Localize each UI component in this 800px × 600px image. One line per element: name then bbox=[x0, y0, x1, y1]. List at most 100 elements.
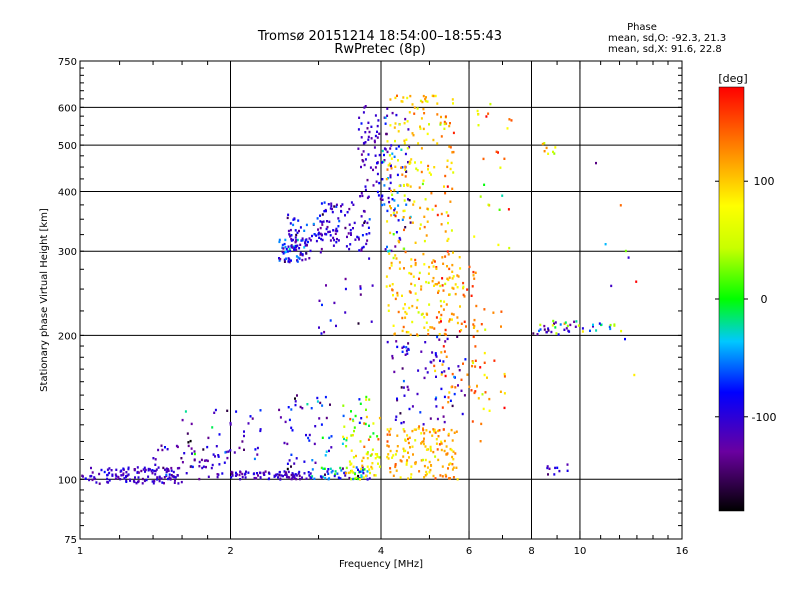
data-point bbox=[388, 267, 391, 270]
data-point bbox=[445, 475, 448, 478]
data-point bbox=[386, 433, 389, 436]
data-point bbox=[411, 103, 414, 106]
data-point bbox=[137, 476, 140, 479]
data-point bbox=[238, 446, 241, 450]
data-point bbox=[387, 164, 390, 167]
data-point bbox=[367, 121, 370, 124]
data-point bbox=[434, 398, 437, 401]
x-tick-label: 6 bbox=[466, 546, 472, 557]
data-point bbox=[492, 311, 495, 314]
data-point bbox=[425, 321, 428, 324]
data-point bbox=[619, 204, 622, 207]
data-point bbox=[556, 466, 559, 469]
data-point bbox=[386, 340, 389, 344]
data-point bbox=[425, 429, 428, 432]
data-point bbox=[435, 405, 438, 408]
data-point bbox=[437, 289, 440, 293]
data-point bbox=[439, 121, 442, 125]
data-point bbox=[396, 94, 398, 97]
data-point bbox=[431, 434, 434, 437]
data-point bbox=[440, 442, 443, 445]
data-point bbox=[361, 469, 364, 472]
data-point bbox=[431, 208, 434, 211]
data-point bbox=[360, 248, 363, 251]
data-point bbox=[408, 407, 411, 411]
data-point bbox=[446, 337, 449, 341]
data-point bbox=[451, 187, 454, 190]
data-point bbox=[420, 442, 423, 445]
data-point bbox=[141, 477, 144, 481]
data-point bbox=[360, 165, 362, 169]
data-point bbox=[378, 465, 381, 468]
data-point bbox=[547, 473, 549, 476]
data-point bbox=[320, 202, 323, 205]
data-point bbox=[403, 267, 405, 270]
data-point bbox=[386, 114, 389, 117]
data-point bbox=[608, 325, 611, 329]
data-point bbox=[543, 150, 546, 153]
data-point bbox=[406, 459, 409, 462]
data-point bbox=[382, 160, 385, 163]
data-point bbox=[503, 375, 506, 378]
data-point bbox=[321, 303, 323, 307]
data-point bbox=[444, 115, 447, 118]
data-point bbox=[460, 378, 463, 381]
data-point bbox=[552, 319, 555, 323]
data-point bbox=[95, 481, 98, 484]
data-point bbox=[477, 397, 480, 400]
data-point bbox=[598, 322, 601, 325]
data-point bbox=[456, 274, 459, 277]
data-point bbox=[414, 258, 417, 262]
data-point bbox=[100, 468, 103, 472]
data-point bbox=[393, 126, 396, 129]
data-point bbox=[445, 453, 448, 456]
data-point bbox=[303, 460, 306, 463]
data-point bbox=[322, 220, 325, 223]
data-point bbox=[120, 474, 123, 477]
data-point bbox=[377, 438, 380, 441]
data-point bbox=[391, 283, 394, 286]
data-point bbox=[191, 465, 194, 469]
data-point bbox=[438, 443, 441, 446]
data-point bbox=[430, 173, 432, 176]
data-point bbox=[303, 246, 306, 249]
data-point bbox=[436, 102, 439, 105]
data-point bbox=[418, 470, 421, 473]
data-point bbox=[451, 439, 454, 442]
data-point bbox=[401, 100, 404, 103]
data-point bbox=[341, 442, 344, 445]
data-point bbox=[483, 373, 486, 377]
data-point bbox=[402, 421, 405, 424]
data-point bbox=[163, 482, 165, 485]
data-point bbox=[345, 439, 348, 442]
data-point bbox=[396, 294, 399, 297]
data-point bbox=[635, 280, 638, 283]
data-point bbox=[409, 446, 411, 449]
data-point bbox=[390, 214, 393, 217]
data-point bbox=[394, 139, 396, 143]
data-point bbox=[435, 442, 438, 445]
data-point bbox=[451, 151, 454, 154]
data-point bbox=[408, 160, 411, 163]
data-point bbox=[285, 250, 288, 253]
data-point bbox=[314, 461, 317, 464]
data-point bbox=[394, 463, 397, 466]
data-point bbox=[217, 454, 220, 457]
data-point bbox=[295, 474, 298, 477]
data-point bbox=[604, 243, 607, 246]
data-point bbox=[407, 441, 410, 445]
data-point bbox=[244, 476, 247, 479]
y-axis-label: Stationary phase Virtual Height [km] bbox=[39, 208, 50, 392]
data-point bbox=[235, 410, 238, 413]
data-point bbox=[404, 310, 407, 314]
data-point bbox=[377, 462, 379, 465]
data-point bbox=[360, 153, 363, 156]
data-point bbox=[610, 284, 613, 288]
data-point bbox=[436, 113, 439, 116]
data-point bbox=[442, 289, 445, 292]
data-point bbox=[352, 227, 354, 230]
data-point bbox=[392, 324, 395, 327]
data-point bbox=[423, 215, 426, 218]
data-point bbox=[389, 98, 392, 101]
data-point bbox=[119, 478, 122, 481]
